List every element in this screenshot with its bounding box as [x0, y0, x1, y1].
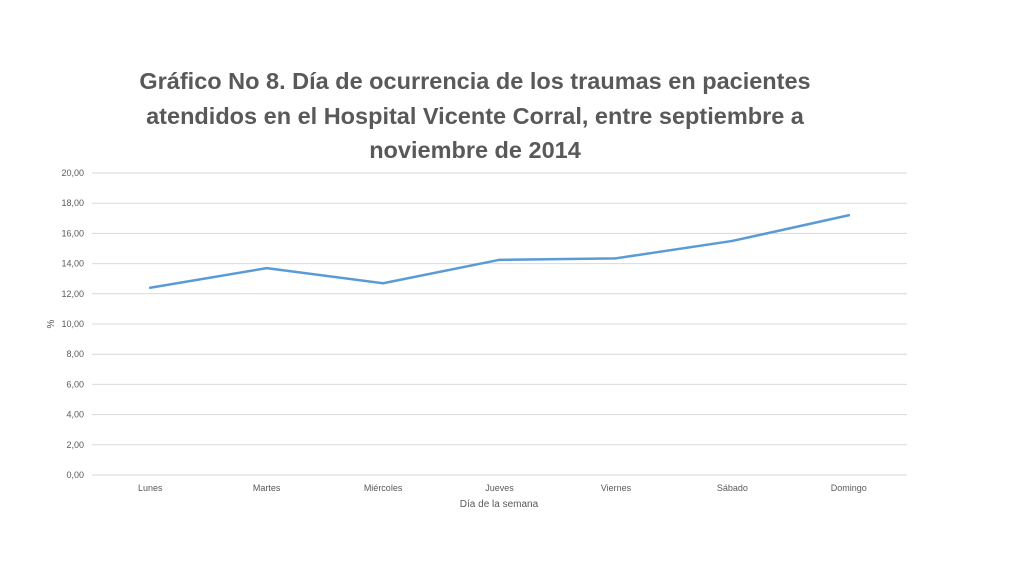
- y-tick-label: 2,00: [66, 440, 84, 450]
- y-tick-label: 10,00: [61, 319, 84, 329]
- series-lines: [148, 214, 851, 290]
- y-tick-label: 16,00: [61, 228, 84, 238]
- data-point: [149, 286, 152, 289]
- x-tick-label: Viernes: [601, 483, 632, 493]
- x-axis-label: Día de la semana: [460, 499, 539, 510]
- y-tick-label: 4,00: [66, 410, 84, 420]
- x-tick-labels: Lunes Martes Miércoles Jueves Viernes Sábado D…: [138, 483, 867, 493]
- y-tick-label: 6,00: [66, 379, 84, 389]
- y-tick-label: 0,00: [66, 470, 84, 480]
- x-tick-label: Miércoles: [364, 483, 403, 493]
- x-tick-label: Sábado: [717, 483, 748, 493]
- data-point: [614, 257, 618, 260]
- y-tick-label: 8,00: [66, 349, 84, 359]
- data-point: [381, 282, 385, 285]
- data-point: [265, 266, 268, 270]
- chart-title: Gráfico No 8. Día de ocurrencia de los t…: [139, 68, 811, 163]
- gridlines: [92, 172, 907, 476]
- x-tick-label: Martes: [253, 483, 281, 493]
- y-axis-label: %: [46, 319, 57, 328]
- x-tick-label: Lunes: [138, 483, 163, 493]
- y-tick-label: 20,00: [61, 168, 84, 178]
- y-tick-labels: 0,00 2,00 4,00 6,00 8,00 10,00 12,00 14,00 16,00…: [61, 168, 84, 480]
- data-point: [498, 258, 501, 262]
- series-line: [148, 214, 851, 290]
- y-tick-label: 14,00: [61, 259, 84, 269]
- x-tick-label: Domingo: [831, 483, 867, 493]
- data-point: [731, 239, 734, 243]
- y-tick-label: 18,00: [61, 198, 84, 208]
- x-tick-label: Jueves: [485, 483, 514, 493]
- data-point: [847, 214, 850, 217]
- y-tick-label: 12,00: [61, 289, 84, 299]
